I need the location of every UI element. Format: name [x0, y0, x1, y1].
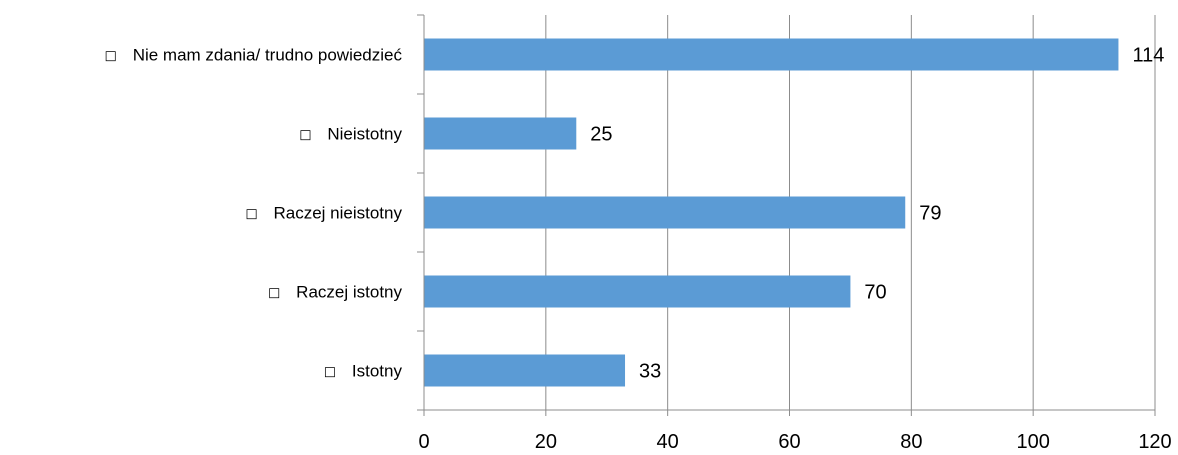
category-marker-icon: □ [245, 207, 257, 222]
bars [424, 38, 1119, 387]
bar [424, 275, 851, 308]
x-tick-label: 80 [900, 431, 922, 453]
data-label: 25 [590, 124, 612, 146]
category-label: Istotny [352, 362, 403, 381]
axes [417, 14, 1156, 416]
category-marker-icon: □ [299, 128, 311, 143]
x-tick-label: 120 [1138, 431, 1171, 453]
data-label: 114 [1132, 45, 1164, 67]
bar [424, 196, 906, 229]
category-marker-icon: □ [268, 286, 280, 301]
x-tick-label: 40 [657, 431, 679, 453]
category-label: Nieistotny [327, 125, 402, 144]
bar [424, 354, 626, 387]
bar [424, 38, 1119, 71]
data-label: 79 [919, 203, 941, 225]
category-marker-icon: □ [105, 49, 117, 64]
data-label: 70 [864, 282, 886, 304]
x-tick-label: 20 [535, 431, 557, 453]
bar [424, 117, 577, 150]
category-label: Nie mam zdania/ trudno powiedzieć [133, 46, 403, 65]
x-tick-label: 100 [1016, 431, 1049, 453]
category-label: Raczej nieistotny [273, 204, 402, 223]
labels: 0 20 40 60 80 100 120 114 Nie mam zdania/ trudno… [105, 45, 1172, 454]
data-label: 33 [639, 361, 661, 383]
category-marker-icon: □ [324, 365, 336, 380]
category-label: Raczej istotny [296, 283, 402, 302]
x-tick-label: 0 [418, 431, 429, 453]
x-tick-label: 60 [778, 431, 800, 453]
